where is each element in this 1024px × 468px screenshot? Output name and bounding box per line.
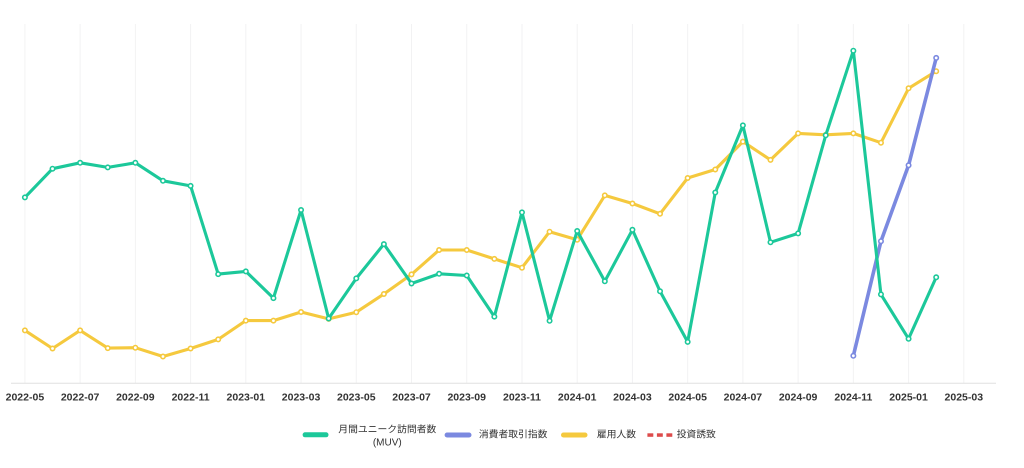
svg-text:2024-05: 2024-05 <box>668 392 707 404</box>
svg-text:2024-07: 2024-07 <box>724 392 763 404</box>
svg-text:2024-03: 2024-03 <box>613 392 652 404</box>
svg-text:2022-07: 2022-07 <box>61 392 100 404</box>
svg-text:2024-01: 2024-01 <box>558 392 597 404</box>
svg-text:2025-01: 2025-01 <box>889 392 928 404</box>
svg-text:2024-11: 2024-11 <box>834 392 872 404</box>
svg-text:(MUV): (MUV) <box>373 437 402 448</box>
svg-text:2023-03: 2023-03 <box>282 392 321 404</box>
svg-text:2023-09: 2023-09 <box>447 392 486 404</box>
svg-text:2024-09: 2024-09 <box>779 392 818 404</box>
svg-text:2025-03: 2025-03 <box>945 392 984 404</box>
svg-text:2022-05: 2022-05 <box>6 392 45 404</box>
svg-text:2023-11: 2023-11 <box>503 392 541 404</box>
svg-text:2022-11: 2022-11 <box>172 392 210 404</box>
svg-text:2022-09: 2022-09 <box>116 392 155 404</box>
svg-text:2023-05: 2023-05 <box>337 392 376 404</box>
svg-text:2023-07: 2023-07 <box>392 392 431 404</box>
svg-text:2023-01: 2023-01 <box>227 392 266 404</box>
